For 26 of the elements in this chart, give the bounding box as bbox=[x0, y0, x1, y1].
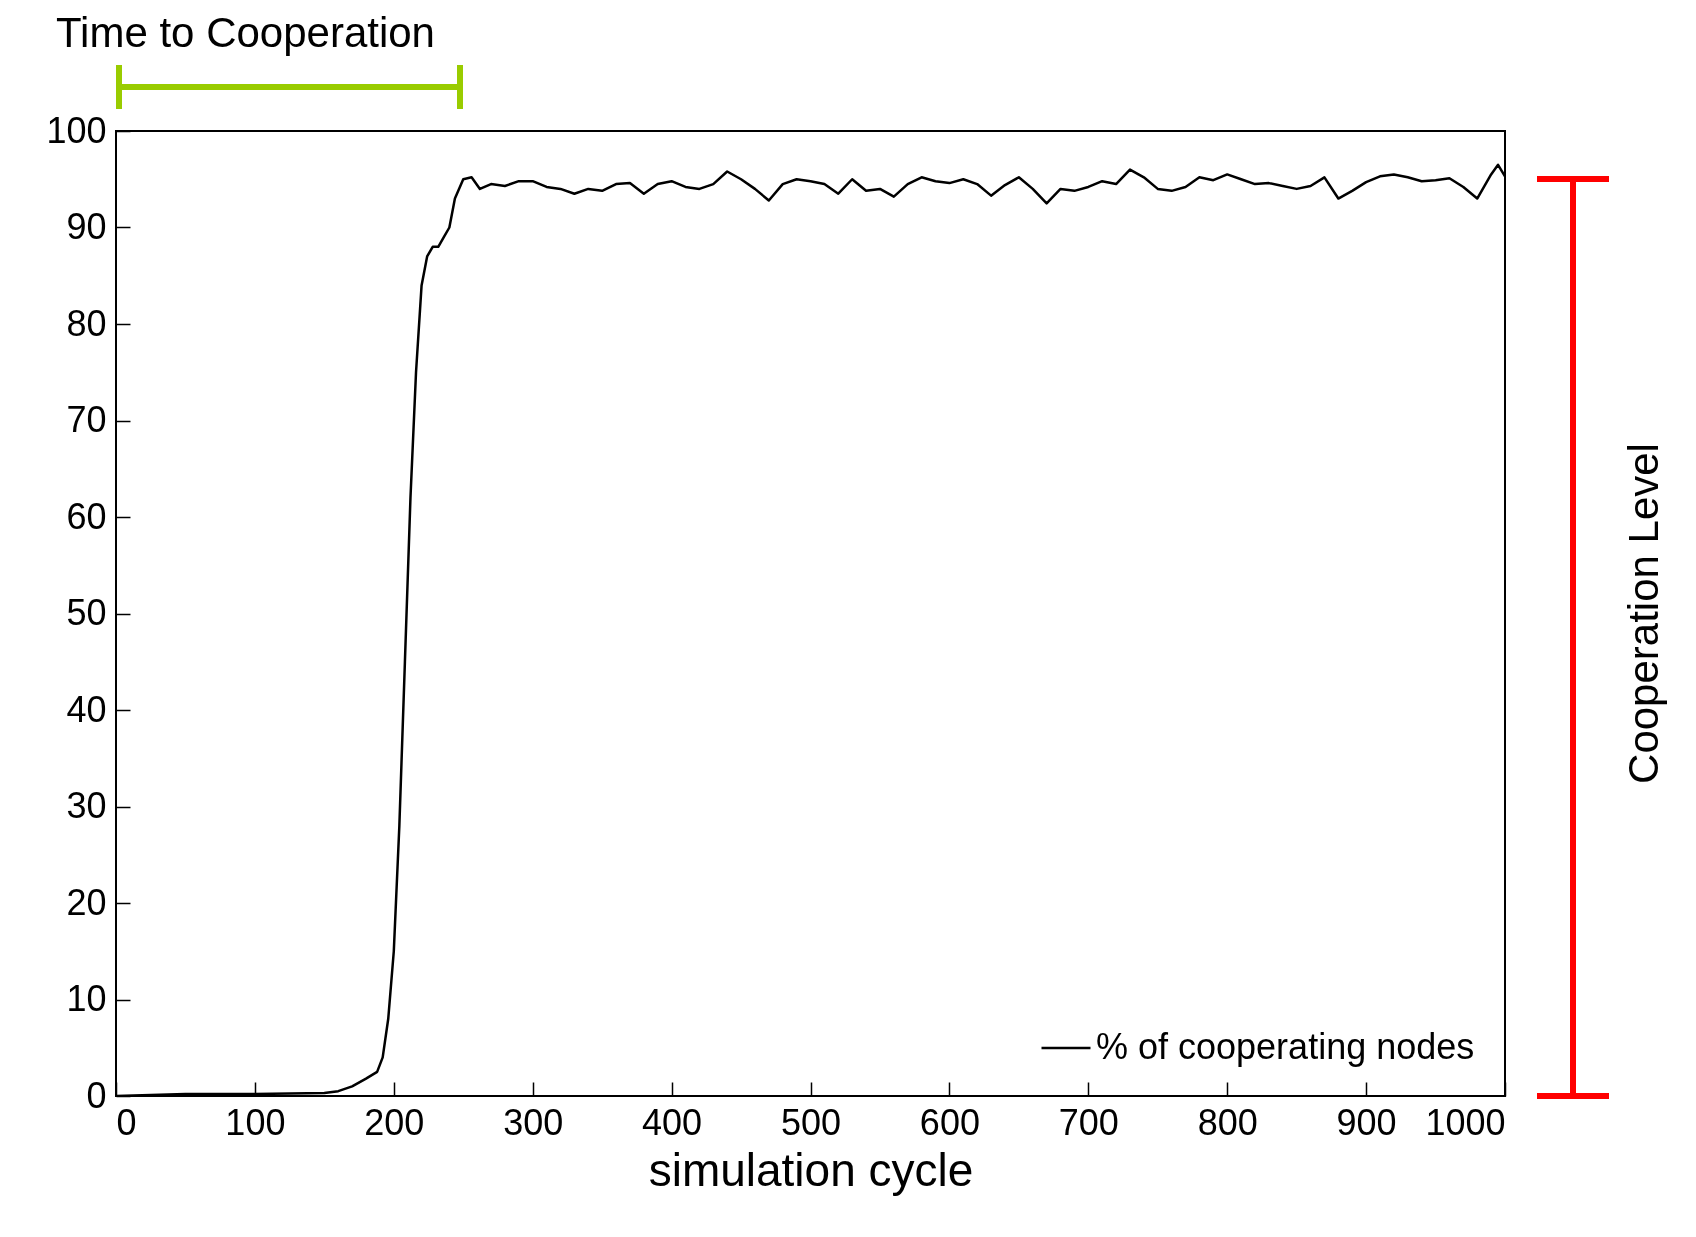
y-tick-label: 0 bbox=[86, 1074, 107, 1116]
y-tick-label: 60 bbox=[66, 495, 107, 537]
x-tick-label: 900 bbox=[1336, 1101, 1397, 1143]
x-tick-label: 700 bbox=[1058, 1101, 1119, 1143]
y-tick-label: 10 bbox=[66, 978, 107, 1019]
x-tick-label: 400 bbox=[642, 1101, 703, 1143]
legend-label: % of cooperating nodes bbox=[1096, 1026, 1475, 1067]
x-tick-label: 600 bbox=[919, 1101, 980, 1143]
x-axis-title: simulation cycle bbox=[648, 1143, 974, 1196]
x-tick-label: 0 bbox=[116, 1101, 137, 1143]
x-tick-label: 1000 bbox=[1425, 1101, 1506, 1143]
x-tick-label: 300 bbox=[503, 1101, 564, 1143]
x-tick-label: 800 bbox=[1197, 1101, 1258, 1143]
y-tick-label: 30 bbox=[66, 785, 107, 826]
y-tick-label: 90 bbox=[66, 206, 107, 247]
text: Time to Cooperation bbox=[56, 9, 435, 56]
y-tick-label: 70 bbox=[66, 399, 107, 440]
text: Cooperation Level bbox=[1620, 443, 1667, 784]
x-tick-label: 100 bbox=[225, 1101, 286, 1143]
y-tick-label: 50 bbox=[66, 592, 107, 633]
x-tick-label: 500 bbox=[780, 1101, 842, 1143]
y-tick-label: 80 bbox=[66, 302, 107, 344]
y-tick-label: 40 bbox=[66, 688, 107, 730]
y-tick-label: 100 bbox=[46, 109, 107, 151]
x-tick-label: 200 bbox=[364, 1101, 425, 1143]
y-tick-label: 20 bbox=[66, 881, 107, 923]
